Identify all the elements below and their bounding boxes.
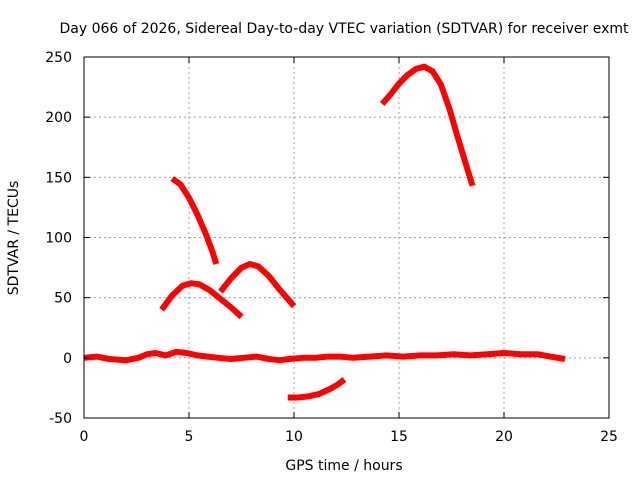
series-line-arc-near-zero: [83, 348, 566, 364]
y-tick-label: -50: [49, 411, 72, 427]
y-tick-label: 100: [45, 231, 72, 247]
y-axis-label: SDTVAR / TECUs: [6, 181, 22, 296]
y-tick-label: 50: [54, 291, 72, 307]
x-tick-label: 20: [495, 429, 513, 445]
series-line-arc-9.7-12.4: [287, 377, 347, 401]
series-line-arc-6.5-10.0: [218, 261, 297, 309]
x-axis-label: GPS time / hours: [285, 458, 402, 474]
series-line-arc-4.2-6.3: [170, 176, 220, 265]
data-series: [83, 63, 566, 401]
x-tick-label: 25: [600, 429, 618, 445]
chart-title: Day 066 of 2026, Sidereal Day-to-day VTE…: [60, 21, 630, 37]
y-tick-label: 250: [45, 50, 72, 66]
y-tick-label: 0: [63, 351, 72, 367]
x-tick-label: 5: [185, 429, 194, 445]
x-tick-label: 15: [390, 429, 408, 445]
y-tick-label: 150: [45, 170, 72, 186]
y-tick-label: 200: [45, 110, 72, 126]
series-line-arc-14.2-18.5: [379, 63, 476, 187]
x-tick-label: 0: [80, 429, 89, 445]
series-line-arc-3.7-7.5: [159, 280, 244, 320]
axis-ticks: 0 5 10 15 20 25 -50 0 50 100 150 200 250: [45, 50, 618, 445]
x-tick-label: 10: [285, 429, 303, 445]
